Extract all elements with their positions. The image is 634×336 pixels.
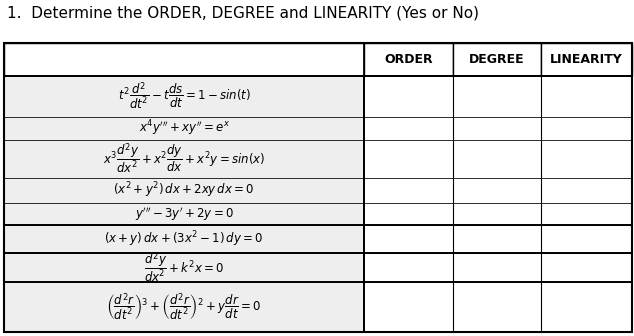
Bar	[4, 203, 365, 225]
Text: $y''' - 3y' + 2y = 0$: $y''' - 3y' + 2y = 0$	[134, 205, 233, 222]
Text: DEGREE: DEGREE	[469, 53, 525, 66]
Bar	[365, 225, 453, 253]
Bar	[541, 253, 631, 282]
Bar	[365, 253, 631, 282]
Bar	[453, 178, 541, 203]
Bar	[541, 178, 631, 203]
Bar	[4, 253, 365, 282]
Text: 1.  Determine the ORDER, DEGREE and LINEARITY (Yes or No): 1. Determine the ORDER, DEGREE and LINEA…	[7, 6, 479, 21]
Bar	[541, 203, 631, 225]
Bar	[4, 253, 365, 282]
Text: $\dfrac{d^2y}{dx^2} + k^2x = 0$: $\dfrac{d^2y}{dx^2} + k^2x = 0$	[144, 250, 224, 285]
Bar	[365, 203, 453, 225]
Bar	[453, 253, 541, 282]
Bar	[365, 253, 453, 282]
Bar	[365, 117, 453, 140]
Text: $(x^2 + y^2)\,dx + 2xy\,dx = 0$: $(x^2 + y^2)\,dx + 2xy\,dx = 0$	[113, 180, 255, 200]
Text: $(x + y)\,dx + (3x^2 - 1)\,dy = 0$: $(x + y)\,dx + (3x^2 - 1)\,dy = 0$	[105, 229, 264, 249]
Text: $t^2\dfrac{d^2}{dt^2} - t\dfrac{ds}{dt} = 1 - sin(t)$: $t^2\dfrac{d^2}{dt^2} - t\dfrac{ds}{dt} …	[117, 81, 250, 113]
Text: $x^4y''' + xy'' = e^x$: $x^4y''' + xy'' = e^x$	[139, 119, 230, 138]
Bar	[4, 225, 365, 253]
Bar	[453, 203, 541, 225]
Text: $\left(\dfrac{d^2r}{dt^2}\right)^3 + \left(\dfrac{d^2r}{dt^2}\right)^2 + y\dfrac: $\left(\dfrac{d^2r}{dt^2}\right)^3 + \le…	[107, 291, 262, 323]
Bar	[365, 225, 631, 253]
Bar	[365, 178, 453, 203]
Text: ORDER: ORDER	[384, 53, 433, 66]
Bar	[541, 117, 631, 140]
Text: LINEARITY: LINEARITY	[550, 53, 623, 66]
Bar	[4, 225, 365, 253]
Bar	[4, 178, 365, 203]
Bar	[453, 117, 541, 140]
Text: $x^3\dfrac{d^2y}{dx^2} + x^2\dfrac{dy}{dx} + x^2y = sin(x)$: $x^3\dfrac{d^2y}{dx^2} + x^2\dfrac{dy}{d…	[103, 141, 265, 176]
Bar	[453, 225, 541, 253]
Bar	[541, 225, 631, 253]
Bar	[4, 117, 365, 140]
